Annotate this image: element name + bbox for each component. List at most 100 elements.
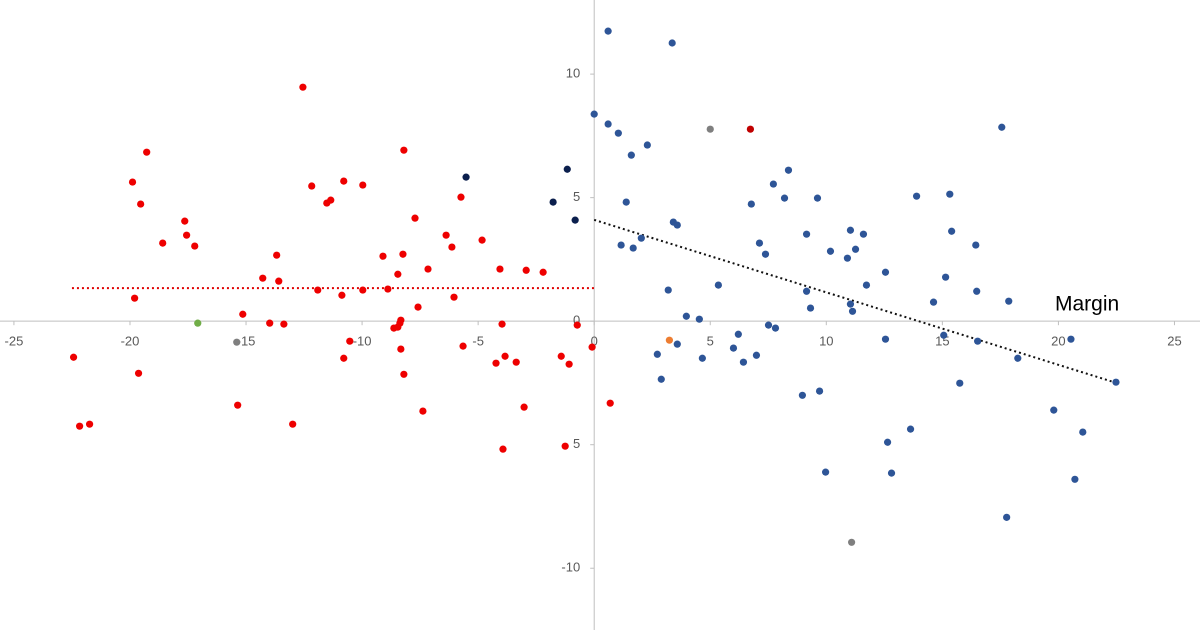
y-tick-label: 5 — [573, 436, 580, 451]
point — [181, 217, 189, 225]
point — [462, 173, 470, 181]
point — [695, 315, 703, 323]
point — [539, 268, 547, 276]
point — [563, 165, 571, 173]
point — [346, 337, 354, 345]
point — [843, 254, 852, 262]
point — [972, 241, 980, 249]
point — [802, 230, 811, 238]
point — [974, 337, 982, 345]
point — [946, 190, 954, 198]
point — [239, 310, 247, 318]
point — [69, 353, 78, 361]
point — [846, 300, 855, 308]
point — [512, 358, 520, 366]
point — [1005, 297, 1013, 305]
point — [457, 193, 465, 201]
point — [806, 304, 815, 312]
x-tick-label: -15 — [237, 334, 256, 349]
point — [159, 239, 167, 247]
point — [912, 192, 921, 200]
point — [682, 312, 690, 320]
point — [501, 352, 509, 360]
point — [606, 399, 614, 407]
x-tick-label: 5 — [707, 334, 714, 349]
point — [338, 291, 346, 299]
point — [940, 331, 948, 339]
point — [657, 375, 665, 383]
x-tick-label: 10 — [819, 334, 833, 349]
point — [859, 230, 868, 238]
point — [755, 239, 764, 247]
point — [747, 200, 755, 208]
annotation: Margin — [1055, 293, 1119, 316]
point — [739, 358, 748, 366]
point — [459, 342, 467, 350]
point — [499, 445, 507, 453]
point — [314, 286, 322, 294]
point — [746, 125, 755, 133]
point — [522, 266, 530, 274]
point — [813, 194, 822, 202]
point — [573, 321, 581, 329]
point — [76, 422, 84, 430]
point — [1112, 378, 1120, 386]
x-tick-label: 0 — [591, 334, 598, 349]
point — [379, 252, 387, 260]
x-tick-label: 20 — [1051, 334, 1065, 349]
point — [520, 403, 528, 411]
point — [557, 352, 565, 360]
x-tick-label: 25 — [1167, 334, 1181, 349]
y-tick-label: 10 — [566, 66, 580, 81]
point — [714, 281, 722, 289]
point — [424, 265, 432, 273]
point — [134, 369, 143, 377]
point — [1050, 406, 1058, 414]
point — [604, 27, 612, 35]
point — [359, 181, 367, 189]
point — [131, 294, 139, 302]
point — [637, 234, 645, 242]
point — [1014, 354, 1022, 362]
point — [942, 273, 950, 281]
point — [259, 274, 267, 282]
point — [143, 148, 151, 156]
x-tick-label: -25 — [5, 334, 24, 349]
point — [604, 120, 612, 128]
point — [948, 227, 956, 235]
point — [400, 370, 408, 378]
point — [137, 200, 145, 208]
point — [478, 236, 486, 244]
point — [289, 420, 297, 428]
point — [664, 286, 672, 294]
y-tick-label: 5 — [573, 189, 580, 204]
point — [956, 379, 964, 387]
point — [973, 287, 981, 295]
point — [419, 407, 427, 415]
point — [627, 151, 635, 159]
point — [85, 420, 94, 428]
point — [887, 469, 896, 477]
point — [384, 285, 392, 293]
point — [826, 247, 835, 255]
point — [397, 345, 405, 353]
point — [769, 180, 777, 188]
point — [1079, 428, 1087, 436]
point — [399, 250, 407, 258]
point — [308, 182, 316, 190]
point — [492, 359, 500, 367]
point — [1067, 335, 1075, 343]
point — [275, 277, 283, 285]
point — [846, 226, 855, 234]
point — [752, 351, 761, 359]
point — [734, 330, 742, 338]
point — [629, 244, 637, 252]
point — [450, 293, 458, 301]
point — [394, 270, 402, 278]
point — [761, 250, 770, 258]
point — [273, 251, 281, 259]
x-tick-label: -20 — [121, 334, 140, 349]
point — [802, 287, 811, 295]
point — [448, 243, 456, 251]
point — [862, 281, 871, 289]
